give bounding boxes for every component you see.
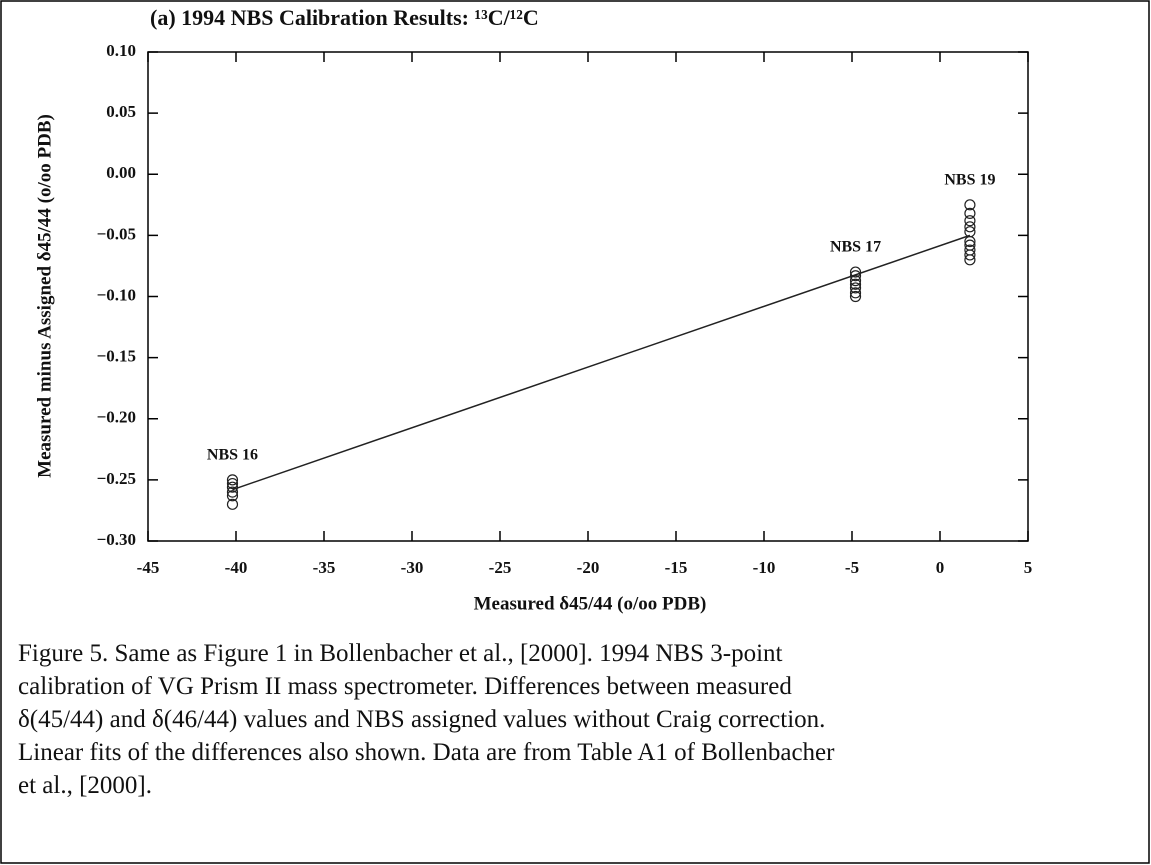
x-tick-label: -35 — [313, 558, 336, 577]
y-tick-label: −0.15 — [97, 347, 136, 366]
y-tick-label: 0.00 — [106, 163, 136, 182]
caption-line: et al., [2000]. — [18, 772, 152, 799]
data-point — [226, 477, 239, 490]
data-point — [964, 254, 976, 266]
data-point — [964, 207, 976, 219]
x-tick-label: -5 — [845, 558, 859, 577]
data-point — [964, 199, 976, 211]
y-tick-label: 0.10 — [106, 41, 136, 60]
x-tick-label: -40 — [225, 558, 248, 577]
x-tick-label: -25 — [489, 558, 512, 577]
point-group-label: NBS 19 — [944, 171, 995, 188]
y-axis-label: Measured minus Assigned δ45/44 (o/oo PDB… — [34, 114, 55, 478]
data-point — [849, 282, 862, 294]
data-point — [849, 266, 862, 278]
x-tick-label: 5 — [1024, 558, 1033, 577]
data-point — [226, 498, 239, 510]
x-tick-label: -30 — [401, 558, 424, 577]
data-point — [226, 486, 239, 498]
y-tick-label: −0.20 — [97, 408, 136, 427]
y-tick-label: −0.10 — [97, 285, 136, 304]
x-tick-label: 0 — [936, 558, 945, 577]
caption-line: Figure 5. Same as Figure 1 in Bollenbach… — [18, 640, 783, 667]
data-point — [849, 290, 862, 303]
caption-line: calibration of VG Prism II mass spectrom… — [18, 673, 792, 700]
chart-title: (a) 1994 NBS Calibration Results: ¹³C/¹²… — [150, 5, 539, 30]
y-tick-label: −0.30 — [97, 530, 136, 549]
point-group-label: NBS 16 — [207, 447, 258, 464]
data-point — [849, 287, 862, 299]
data-point — [964, 215, 976, 227]
plot-frame — [147, 51, 1029, 542]
caption-line: Linear fits of the differences also show… — [18, 739, 835, 766]
data-point — [226, 474, 239, 486]
data-point — [849, 278, 862, 290]
data-point — [964, 235, 976, 248]
data-point — [964, 221, 976, 233]
data-point — [849, 275, 862, 287]
data-point — [849, 270, 862, 282]
y-tick-label: −0.05 — [97, 224, 136, 243]
data-point — [226, 490, 239, 502]
data-point — [226, 481, 239, 493]
fit-line — [232, 234, 971, 491]
x-tick-label: -45 — [137, 558, 160, 577]
caption-line: δ(45/44) and δ(46/44) values and NBS ass… — [18, 706, 825, 733]
y-tick-label: 0.05 — [106, 102, 136, 121]
y-tick-label: −0.25 — [97, 469, 136, 488]
x-tick-label: -15 — [665, 558, 688, 577]
data-point — [964, 249, 976, 261]
x-axis-label: Measured δ45/44 (o/oo PDB) — [474, 593, 707, 614]
x-tick-label: -10 — [753, 558, 776, 577]
point-group-label: NBS 17 — [830, 239, 881, 256]
x-tick-label: -20 — [577, 558, 600, 577]
